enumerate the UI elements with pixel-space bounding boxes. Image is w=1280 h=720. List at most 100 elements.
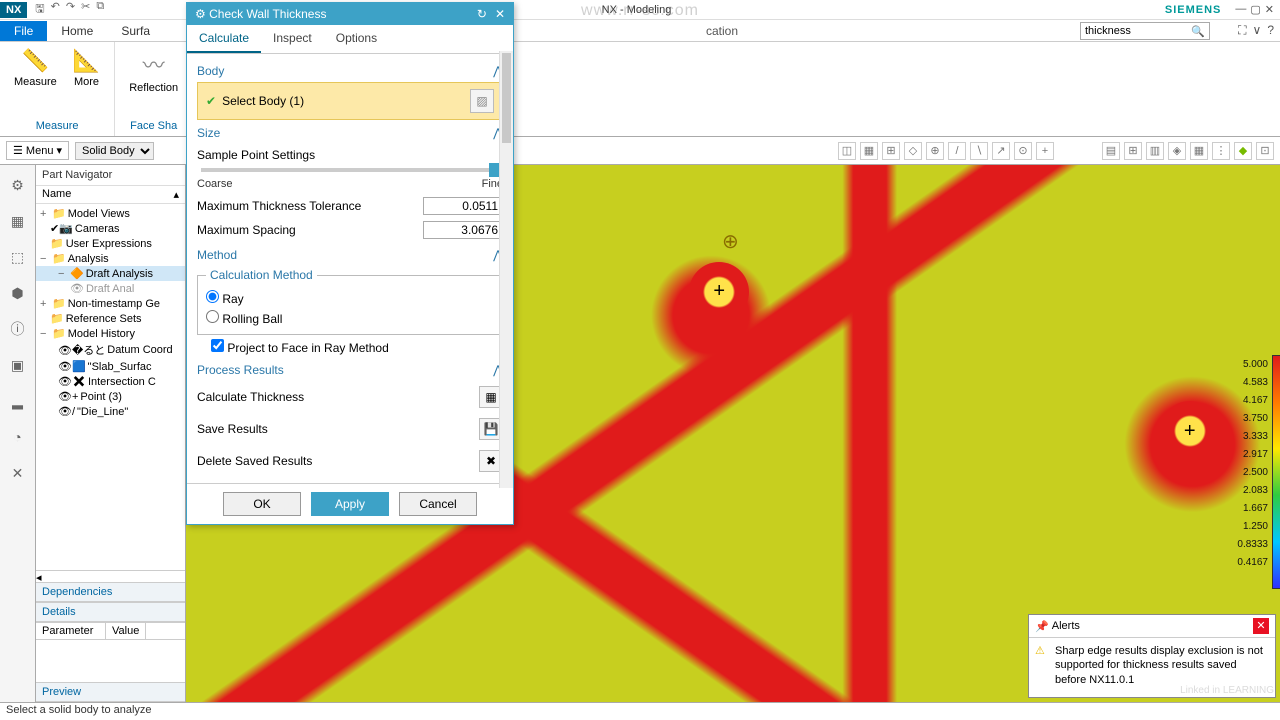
select-body-row[interactable]: ✔ Select Body (1) ▨: [197, 82, 503, 120]
save-icon[interactable]: 🖫: [35, 0, 44, 19]
nx-logo: NX: [0, 2, 27, 18]
cancel-button[interactable]: Cancel: [399, 492, 477, 516]
search-icon[interactable]: 🔍: [1191, 25, 1205, 38]
dialog-titlebar[interactable]: ⚙ Check Wall Thickness ↻ ✕: [187, 3, 513, 25]
rb-settings-icon[interactable]: ⚙: [6, 173, 30, 197]
alerts-close-button[interactable]: ✕: [1253, 618, 1269, 634]
boss-feature-1[interactable]: +: [689, 262, 749, 322]
rb-browser-icon[interactable]: ▂: [6, 389, 30, 413]
navigator-tree[interactable]: +📁 Model Views ✔📷 Cameras 📁 User Express…: [36, 204, 185, 570]
cut-icon[interactable]: ✂: [81, 0, 90, 19]
watermark: www.rr-sc.com: [581, 2, 699, 20]
reflection-button[interactable]: 〰 Reflection: [123, 46, 184, 96]
fullscreen-icon[interactable]: ⛶: [1238, 23, 1246, 38]
tb-icon[interactable]: ⊡: [1256, 142, 1274, 160]
ruler-icon: 📏: [22, 48, 49, 74]
dialog-close-icon[interactable]: ✕: [495, 7, 505, 21]
max-spacing-input[interactable]: [423, 221, 503, 239]
preview-panel[interactable]: Preview: [36, 682, 185, 702]
menu-button[interactable]: ☰ Menu ▾: [6, 141, 69, 160]
command-search[interactable]: thickness 🔍: [1080, 22, 1210, 40]
body-type-icon[interactable]: ▨: [470, 89, 494, 113]
reflection-icon: 〰: [143, 48, 165, 80]
dialog-buttons: OK Apply Cancel: [187, 483, 513, 524]
check-wall-thickness-dialog: ⚙ Check Wall Thickness ↻ ✕ Calculate Ins…: [186, 2, 514, 525]
legend-gradient: [1272, 355, 1280, 589]
tb-icon[interactable]: ∖: [970, 142, 988, 160]
part-navigator: Part Navigator Name▴ +📁 Model Views ✔📷 C…: [36, 165, 186, 702]
tb-icon[interactable]: /: [948, 142, 966, 160]
warning-icon: ⚠: [1035, 644, 1045, 658]
slider-thumb[interactable]: [489, 163, 499, 177]
redo-icon[interactable]: ↷: [66, 0, 75, 19]
tb-icon[interactable]: ⊙: [1014, 142, 1032, 160]
rb-assembly-icon[interactable]: ⬚: [6, 245, 30, 269]
tb-icon[interactable]: ◇: [904, 142, 922, 160]
ray-radio[interactable]: Ray: [206, 292, 244, 306]
selection-toolbar: ◫▦ ⊞◇ ⊕/ ∖↗ ⊙+ ▤⊞ ▥◈ ▦⋮ ◆ ⊡: [838, 142, 1274, 160]
dialog-title: Check Wall Thickness: [209, 7, 326, 21]
tab-file[interactable]: File: [0, 21, 47, 41]
rb-part-nav-icon[interactable]: ▦: [6, 209, 30, 233]
measure-button[interactable]: 📏 Measure: [8, 46, 63, 90]
tb-icon[interactable]: ◈: [1168, 142, 1186, 160]
tb-icon[interactable]: ⊕: [926, 142, 944, 160]
maximize-icon[interactable]: ▢: [1250, 3, 1260, 16]
tab-home[interactable]: Home: [47, 21, 107, 41]
copy-icon[interactable]: ⧉: [96, 0, 104, 19]
tb-icon[interactable]: ▤: [1102, 142, 1120, 160]
pin-icon[interactable]: 📌: [1035, 620, 1049, 633]
dialog-tabs: Calculate Inspect Options: [187, 25, 513, 54]
tb-icon[interactable]: ⊞: [882, 142, 900, 160]
details-panel[interactable]: Details: [36, 602, 185, 622]
close-icon[interactable]: ✕: [1265, 3, 1274, 16]
apply-button[interactable]: Apply: [311, 492, 389, 516]
minimize-icon[interactable]: —: [1235, 3, 1246, 16]
navigator-header: Name▴: [36, 186, 185, 204]
window-controls[interactable]: — ▢ ✕: [1229, 3, 1280, 16]
project-checkbox[interactable]: Project to Face in Ray Method: [211, 341, 389, 355]
ok-button[interactable]: OK: [223, 492, 301, 516]
max-spacing-label: Maximum Spacing: [197, 223, 296, 237]
rolling-radio[interactable]: Rolling Ball: [206, 312, 282, 326]
dialog-scrollbar[interactable]: [499, 51, 513, 488]
more-button[interactable]: 📐 More: [67, 46, 106, 90]
tb-icon[interactable]: ⊞: [1124, 142, 1142, 160]
min-ribbon-icon[interactable]: ∨: [1253, 23, 1262, 38]
siemens-logo: SIEMENS: [1165, 4, 1222, 16]
tab-options[interactable]: Options: [324, 25, 389, 53]
search-value: thickness: [1085, 25, 1131, 37]
color-legend: 5.000 4.583 4.167 3.750 3.333 2.917 2.50…: [1187, 355, 1272, 571]
dependencies-panel[interactable]: Dependencies: [36, 582, 185, 602]
rb-reuse-icon[interactable]: ⓘ: [6, 317, 30, 341]
tb-icon[interactable]: +: [1036, 142, 1054, 160]
alerts-title: Alerts: [1052, 620, 1080, 632]
alert-message: Sharp edge results display exclusion is …: [1055, 645, 1263, 686]
tb-icon[interactable]: ⋮: [1212, 142, 1230, 160]
rb-hd3d-icon[interactable]: ▣: [6, 353, 30, 377]
ribbon-group-measure: 📏 Measure 📐 More Measure: [0, 42, 115, 136]
tb-icon[interactable]: ▥: [1146, 142, 1164, 160]
dialog-body: Body⋀ ✔ Select Body (1) ▨ Size⋀ Sample P…: [187, 54, 513, 483]
ribbon-group-face: 〰 Reflection Face Sha: [115, 42, 193, 136]
rb-roles-icon[interactable]: ✕: [6, 461, 30, 485]
rb-history-icon[interactable]: ◔: [6, 425, 30, 449]
check-icon: ✔: [206, 94, 216, 108]
quick-access-toolbar[interactable]: 🖫 ↶ ↷ ✂ ⧉: [31, 0, 108, 19]
tb-icon[interactable]: ◫: [838, 142, 856, 160]
tab-calculate[interactable]: Calculate: [187, 25, 261, 53]
tb-icon[interactable]: ▦: [860, 142, 878, 160]
max-tol-input[interactable]: [423, 197, 503, 215]
undo-icon[interactable]: ↶: [51, 0, 60, 19]
reset-icon[interactable]: ↻: [477, 7, 487, 21]
tb-icon[interactable]: ↗: [992, 142, 1010, 160]
sample-slider[interactable]: [201, 168, 499, 172]
tab-inspect[interactable]: Inspect: [261, 25, 324, 53]
selection-filter[interactable]: Solid Body: [75, 142, 154, 160]
rb-constraint-icon[interactable]: ⬢: [6, 281, 30, 305]
tb-icon[interactable]: ◆: [1234, 142, 1252, 160]
tb-icon[interactable]: ▦: [1190, 142, 1208, 160]
gear-icon: ⚙: [195, 7, 206, 21]
help-icon[interactable]: ?: [1267, 23, 1274, 38]
tab-surface[interactable]: Surfa: [107, 21, 164, 41]
